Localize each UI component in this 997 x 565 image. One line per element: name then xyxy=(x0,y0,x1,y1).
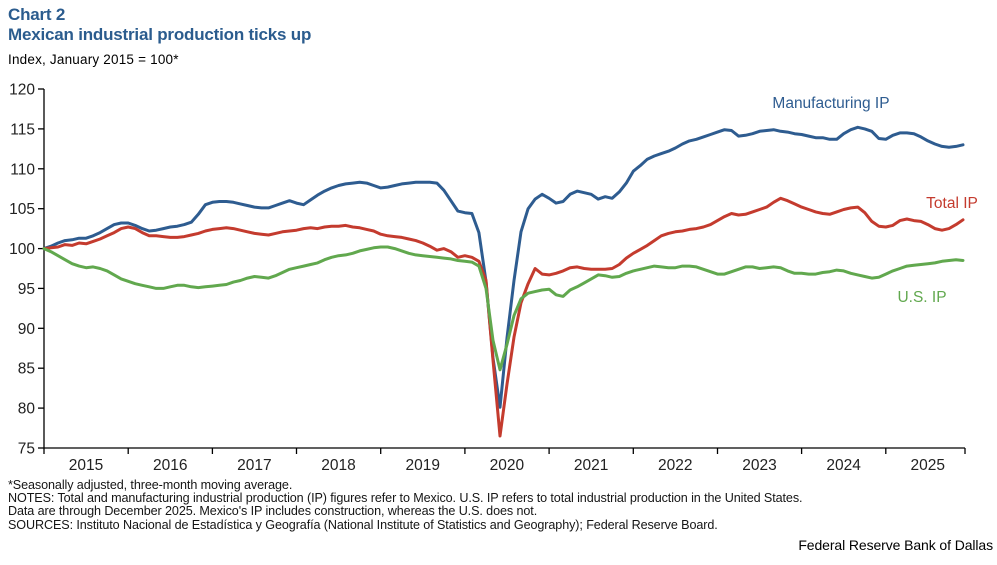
series-line-total-ip xyxy=(42,196,965,438)
x-tick-label-2023: 2023 xyxy=(742,457,776,474)
y-axis-ticks: 75 80 85 90 95 100 105 110 115 120 xyxy=(9,82,44,458)
footnote-sources: SOURCES: Instituto Nacional de Estadísti… xyxy=(8,517,718,532)
y-tick-label-95: 95 xyxy=(18,281,35,298)
x-tick-label-2021: 2021 xyxy=(574,457,608,474)
footnotes: *Seasonally adjusted, three-month moving… xyxy=(8,478,993,553)
x-tick-label-2015: 2015 xyxy=(69,457,103,474)
footnote-data-coverage: Data are through December 2025. Mexico's… xyxy=(8,504,538,519)
x-tick-label-2017: 2017 xyxy=(237,457,271,474)
y-tick-label-80: 80 xyxy=(18,401,36,418)
y-tick-label-100: 100 xyxy=(9,241,35,258)
y-tick-label-110: 110 xyxy=(10,161,35,178)
series-label-manufacturing-ip: Manufacturing IP xyxy=(772,95,889,112)
x-tick-label-2019: 2019 xyxy=(405,457,439,474)
series-lines xyxy=(42,125,965,438)
series-line-u-s-ip xyxy=(42,245,965,372)
x-tick-label-2018: 2018 xyxy=(321,457,355,474)
series-label-total-ip: Total IP xyxy=(926,195,978,212)
x-tick-label-2020: 2020 xyxy=(490,457,525,474)
attribution: Federal Reserve Bank of Dallas xyxy=(798,536,993,553)
chart-header: Chart 2 Mexican industrial production ti… xyxy=(8,5,311,67)
y-tick-label-75: 75 xyxy=(18,441,35,458)
chart-number: Chart 2 xyxy=(8,5,66,24)
x-tick-label-2024: 2024 xyxy=(826,457,861,474)
y-axis-unit-label: Index, January 2015 = 100* xyxy=(8,52,179,67)
x-axis-ticks: 2015 2016 2017 2018 2019 2020 2021 2022 2023 2024… xyxy=(43,448,966,474)
y-tick-label-90: 90 xyxy=(18,321,36,338)
x-tick-label-2016: 2016 xyxy=(153,457,187,474)
page-title: Mexican industrial production ticks up xyxy=(8,25,312,44)
y-tick-label-85: 85 xyxy=(18,361,35,378)
x-tick-label-2025: 2025 xyxy=(911,457,945,474)
y-tick-label-120: 120 xyxy=(9,82,35,99)
footnote-seasonal-adjustment: *Seasonally adjusted, three-month moving… xyxy=(8,478,293,492)
footnote-notes: NOTES: Total and manufacturing industria… xyxy=(8,491,803,506)
series-labels: Manufacturing IP Total IP U.S. IP xyxy=(772,95,977,306)
series-line-manufacturing-ip xyxy=(42,125,965,409)
series-label-u-s-ip: U.S. IP xyxy=(897,289,946,306)
y-tick-label-105: 105 xyxy=(9,201,35,218)
x-tick-label-2022: 2022 xyxy=(658,457,692,474)
y-tick-label-115: 115 xyxy=(10,121,35,138)
